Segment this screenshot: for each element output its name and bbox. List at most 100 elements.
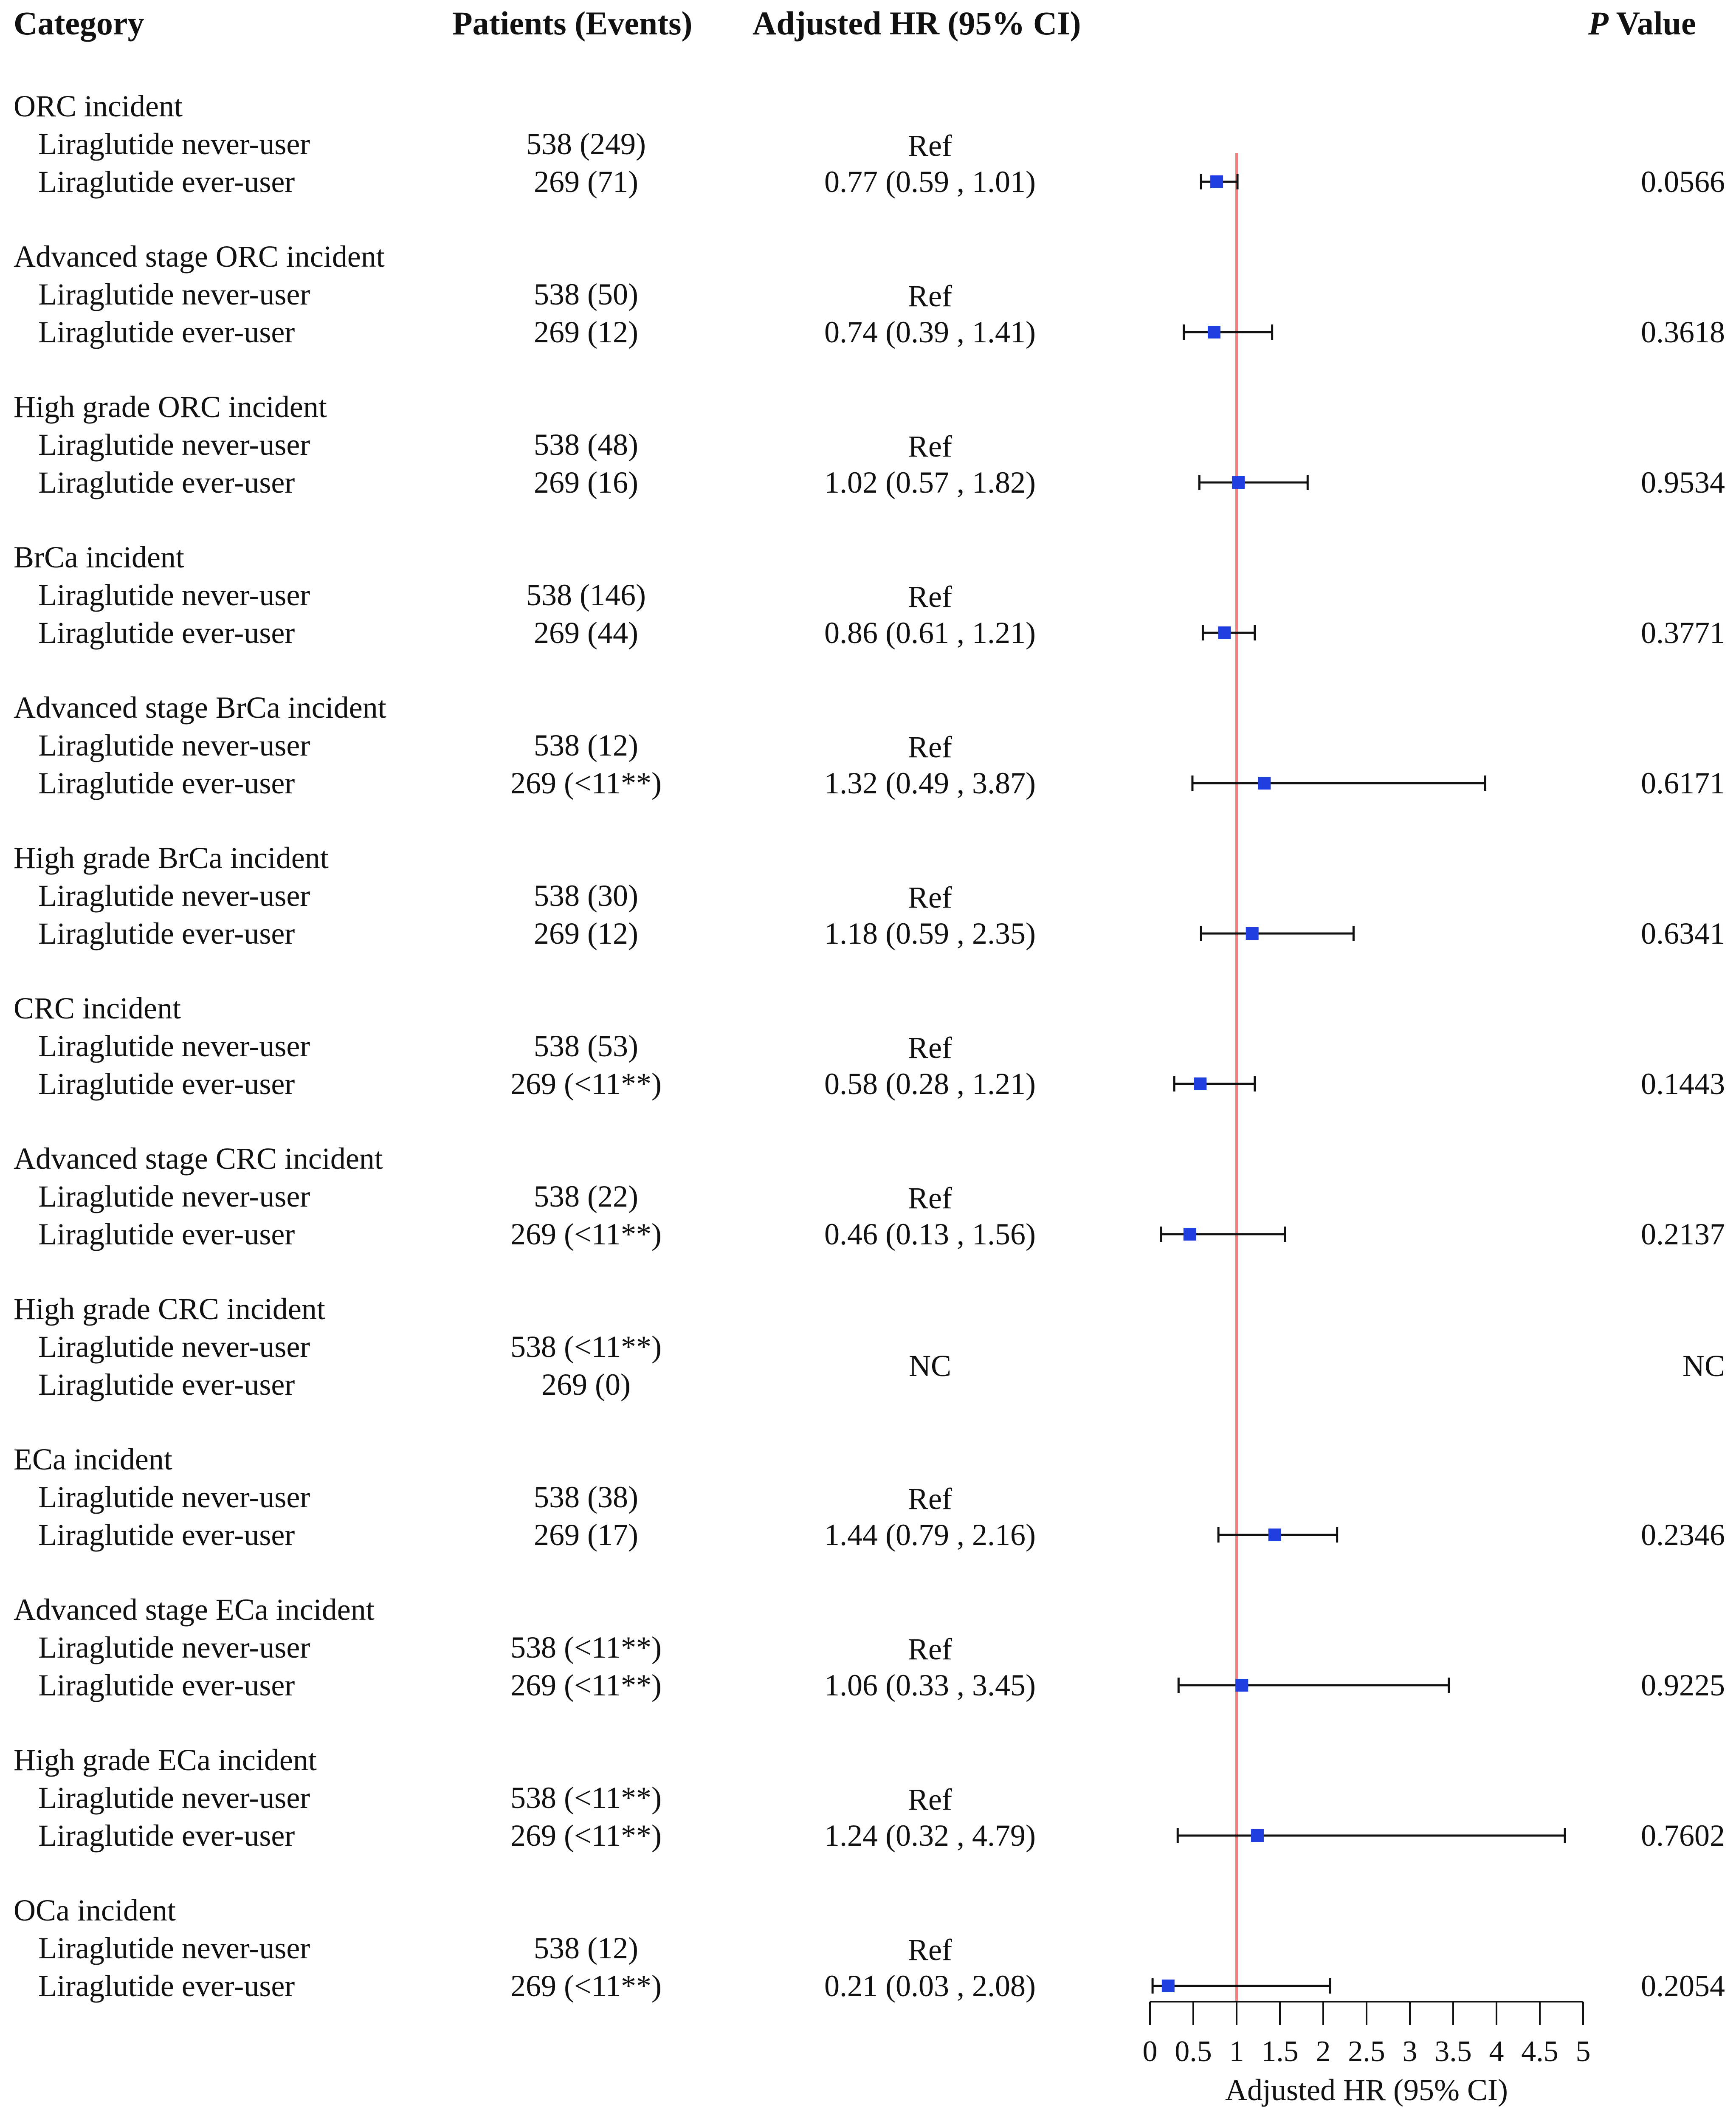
x-tick-label: 0	[1143, 2035, 1158, 2068]
row-label-never-user: Liraglutide never-user	[38, 578, 310, 612]
group-title: High grade CRC incident	[14, 1292, 325, 1326]
patients-events-never: 538 (<11**)	[510, 1630, 662, 1664]
x-axis-title: Adjusted HR (95% CI)	[1225, 2073, 1508, 2107]
group-title: High grade ORC incident	[14, 390, 327, 424]
row-label-never-user: Liraglutide never-user	[38, 1330, 310, 1364]
patients-events-never: 538 (<11**)	[510, 1781, 662, 1815]
group-title: ORC incident	[14, 89, 183, 123]
patients-events-never: 538 (50)	[534, 277, 638, 311]
row-label-never-user: Liraglutide never-user	[38, 277, 310, 311]
p-value: 0.7602	[1641, 1819, 1725, 1853]
hr-reference: Ref	[908, 429, 952, 463]
hr-value: 1.18 (0.59 , 2.35)	[824, 917, 1036, 950]
row-label-ever-user: Liraglutide ever-user	[38, 1518, 295, 1552]
patients-events-never: 538 (<11**)	[510, 1330, 662, 1364]
patients-events-never: 538 (53)	[534, 1029, 638, 1063]
hr-reference: Ref	[908, 1031, 952, 1065]
patients-events-never: 538 (30)	[534, 879, 638, 913]
hr-point	[1268, 1529, 1281, 1541]
row-label-ever-user: Liraglutide ever-user	[38, 616, 295, 650]
patients-events-ever: 269 (0)	[541, 1368, 631, 1402]
header-p-word: Value	[1616, 5, 1696, 42]
patients-events-ever: 269 (44)	[534, 616, 638, 650]
x-tick-label: 5	[1576, 2035, 1591, 2068]
x-tick-label: 1	[1229, 2035, 1244, 2068]
x-tick-label: 0.5	[1175, 2035, 1212, 2068]
row-label-never-user: Liraglutide never-user	[38, 1931, 310, 1965]
row-label-ever-user: Liraglutide ever-user	[38, 766, 295, 800]
header-patients-events: Patients (Events)	[452, 5, 693, 42]
hr-reference: Ref	[908, 1482, 952, 1516]
hr-point	[1161, 1980, 1175, 1992]
hr-point	[1258, 777, 1271, 790]
header-category: Category	[14, 5, 144, 42]
p-value: 0.3771	[1641, 616, 1725, 650]
x-tick-label: 3	[1403, 2035, 1418, 2068]
hr-reference: Ref	[908, 730, 952, 764]
patients-events-never: 538 (12)	[534, 1931, 638, 1965]
row-label-ever-user: Liraglutide ever-user	[38, 165, 295, 199]
hr-reference: Ref	[908, 880, 952, 914]
hr-point	[1251, 1829, 1264, 1842]
header-p-letter: P	[1588, 5, 1609, 42]
p-value: NC	[1682, 1348, 1725, 1383]
hr-reference: Ref	[908, 1632, 952, 1666]
x-tick-label: 1.5	[1261, 2035, 1299, 2068]
row-label-ever-user: Liraglutide ever-user	[38, 1368, 295, 1402]
row-label-never-user: Liraglutide never-user	[38, 1630, 310, 1664]
group-title: High grade BrCa incident	[14, 841, 329, 875]
row-label-ever-user: Liraglutide ever-user	[38, 1067, 295, 1101]
x-tick-label: 2.5	[1348, 2035, 1385, 2068]
group-title: OCa incident	[14, 1893, 176, 1927]
patients-events-ever: 269 (<11**)	[510, 1819, 662, 1853]
hr-value: NC	[908, 1348, 952, 1383]
p-value: 0.2346	[1641, 1518, 1725, 1552]
hr-reference: Ref	[908, 580, 952, 614]
hr-point	[1210, 175, 1223, 188]
patients-events-never: 538 (38)	[534, 1480, 638, 1514]
hr-point	[1232, 476, 1245, 489]
hr-value: 0.77 (0.59 , 1.01)	[824, 165, 1036, 199]
group-title: CRC incident	[14, 991, 181, 1025]
group-title: High grade ECa incident	[14, 1743, 317, 1777]
group-title: Advanced stage CRC incident	[14, 1142, 383, 1176]
hr-value: 0.46 (0.13 , 1.56)	[824, 1217, 1036, 1251]
row-label-never-user: Liraglutide never-user	[38, 1781, 310, 1815]
x-tick-label: 4.5	[1521, 2035, 1558, 2068]
hr-value: 0.58 (0.28 , 1.21)	[824, 1067, 1036, 1101]
p-value: 0.2054	[1641, 1969, 1725, 2003]
patients-events-never: 538 (48)	[534, 428, 638, 462]
patients-events-never: 538 (22)	[534, 1179, 638, 1213]
hr-value: 0.86 (0.61 , 1.21)	[824, 616, 1036, 650]
hr-point	[1235, 1679, 1248, 1692]
patients-events-never: 538 (12)	[534, 728, 638, 762]
hr-point	[1207, 326, 1220, 338]
patients-events-ever: 269 (12)	[534, 917, 638, 950]
hr-value: 1.06 (0.33 , 3.45)	[824, 1668, 1036, 1702]
patients-events-never: 538 (146)	[526, 578, 646, 612]
x-tick-label: 3.5	[1434, 2035, 1472, 2068]
hr-reference: Ref	[908, 279, 952, 313]
row-label-ever-user: Liraglutide ever-user	[38, 917, 295, 950]
hr-reference: Ref	[908, 1181, 952, 1215]
p-value: 0.1443	[1641, 1067, 1725, 1101]
row-label-ever-user: Liraglutide ever-user	[38, 465, 295, 499]
row-label-never-user: Liraglutide never-user	[38, 1179, 310, 1213]
hr-value: 1.32 (0.49 , 3.87)	[824, 766, 1036, 800]
group-title: Advanced stage ORC incident	[14, 240, 385, 274]
patients-events-ever: 269 (<11**)	[510, 1969, 662, 2003]
header-adjusted-hr: Adjusted HR (95% CI)	[752, 5, 1081, 42]
p-value: 0.6171	[1641, 766, 1725, 800]
group-title: ECa incident	[14, 1442, 172, 1476]
row-label-never-user: Liraglutide never-user	[38, 728, 310, 762]
p-value: 0.0566	[1641, 165, 1725, 199]
patients-events-never: 538 (249)	[526, 127, 646, 161]
row-label-never-user: Liraglutide never-user	[38, 879, 310, 913]
hr-value: 1.44 (0.79 , 2.16)	[824, 1518, 1036, 1552]
row-label-never-user: Liraglutide never-user	[38, 428, 310, 462]
p-value: 0.2137	[1641, 1217, 1725, 1251]
patients-events-ever: 269 (<11**)	[510, 766, 662, 800]
group-title: Advanced stage BrCa incident	[14, 691, 386, 725]
patients-events-ever: 269 (17)	[534, 1518, 638, 1552]
group-title: Advanced stage ECa incident	[14, 1593, 375, 1627]
